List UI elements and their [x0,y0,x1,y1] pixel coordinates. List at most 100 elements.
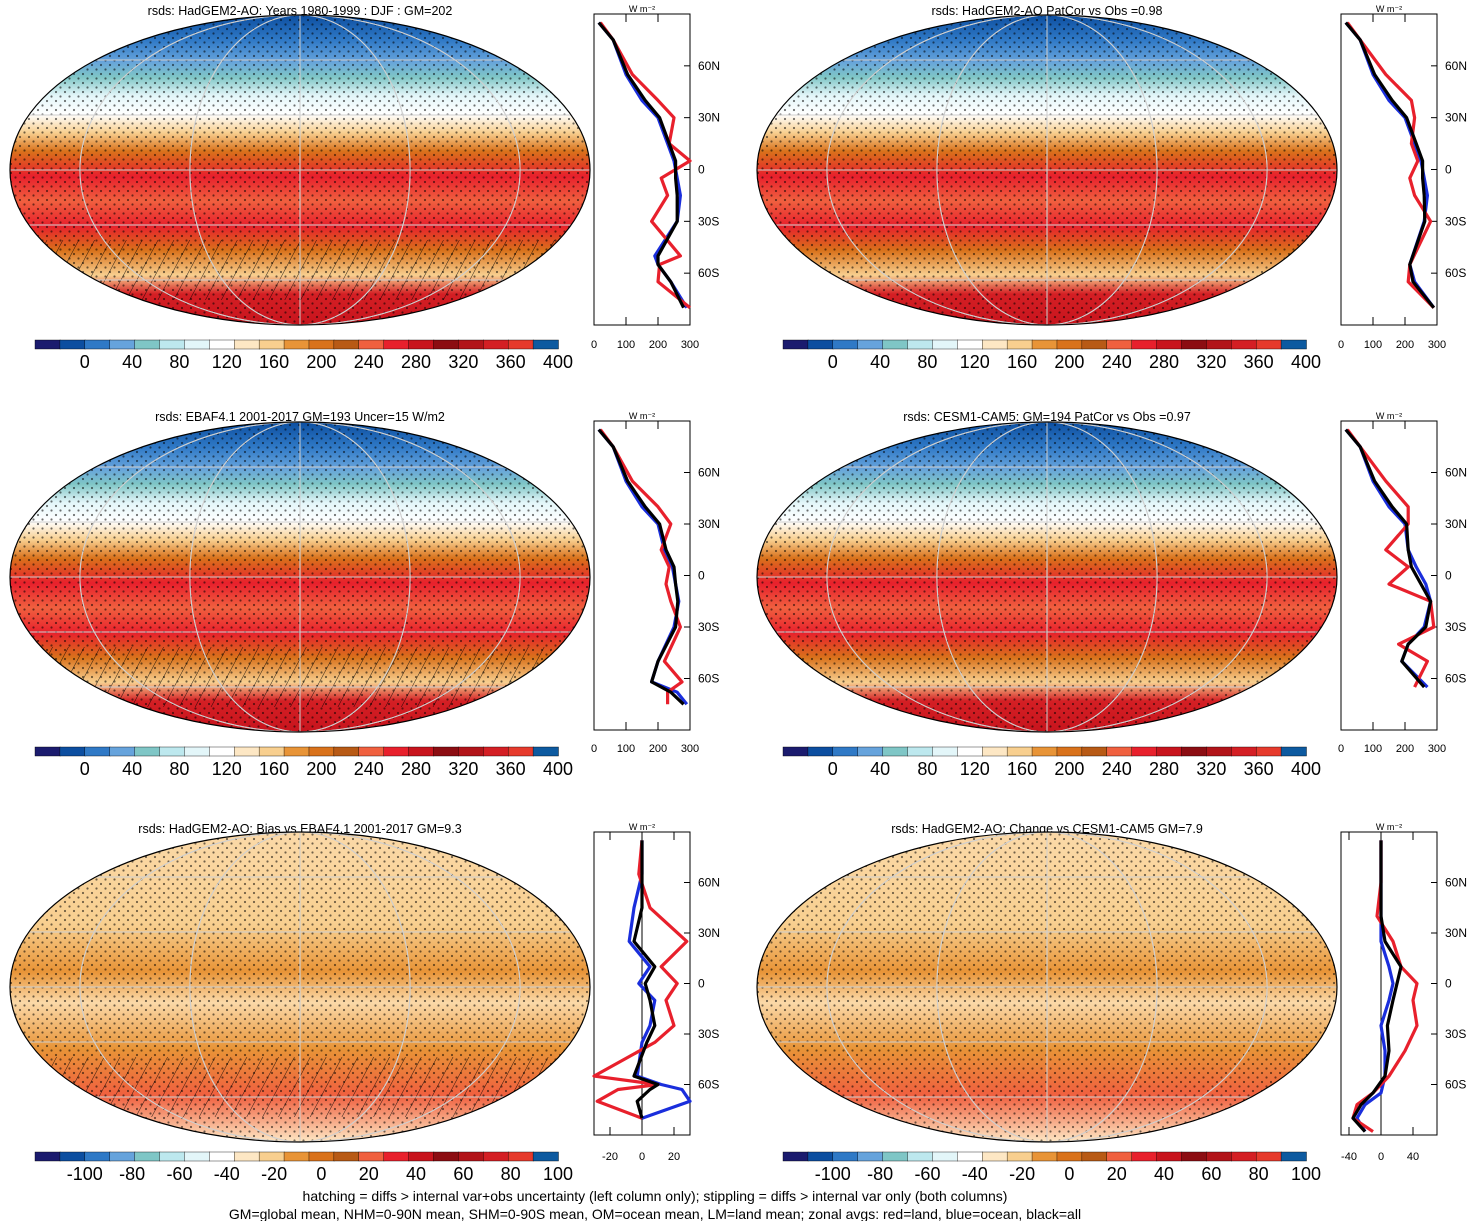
profile-xtick-label: 200 [649,339,667,351]
colorbar-label: 0 [80,759,90,779]
colorbar-swatch [907,339,934,350]
colorbar-label: 400 [1291,352,1321,372]
profile-ytick-label: 30S [1445,620,1466,634]
panel-title: rsds: CESM1-CAM5: GM=194 PatCor vs Obs =… [903,410,1191,424]
colorbar-swatch [857,339,884,350]
series-land [1351,840,1419,1133]
map [757,422,1337,732]
colorbar-swatch [982,1151,1008,1162]
colorbar-label: 0 [828,759,838,779]
profile-xtick-label: 0 [1338,743,1344,755]
colorbar-label: 40 [1154,1164,1174,1184]
colorbar-swatch [957,339,983,350]
colorbar-swatch [1056,339,1083,350]
map [10,422,590,732]
colorbar-label: 160 [259,759,289,779]
profile-xtick-label: 0 [591,743,597,755]
colorbar: 0 40 80 120 160 200 240 280 320 360 400 [34,339,573,372]
colorbar-swatch [1156,339,1183,350]
colorbar-swatch [507,746,534,757]
colorbar-swatch [1231,339,1257,350]
colorbar-swatch [832,1151,859,1162]
colorbar-swatch [1106,339,1133,350]
colorbar-swatch [283,339,310,350]
colorbar-swatch [1206,746,1232,757]
panel-title: rsds: HadGEM2-AO: Bias vs EBAF4.1 2001-2… [138,822,461,836]
profile-ytick-label: 30N [698,517,720,531]
colorbar-swatch [857,746,884,757]
colorbar-swatch [1106,1151,1133,1162]
colorbar-label: 360 [1244,352,1274,372]
colorbar-swatch [1031,1151,1058,1162]
colorbar-swatch [234,1151,260,1162]
colorbar-swatch [807,1151,834,1162]
colorbar-label: 280 [401,352,431,372]
colorbar-swatch [957,746,983,757]
colorbar-swatch [159,746,186,757]
colorbar-swatch [1131,746,1158,757]
colorbar-label: -80 [867,1164,893,1184]
colorbar-label: 60 [453,1164,473,1184]
map-outline [756,421,1338,733]
colorbar-swatch [1206,339,1232,350]
profile-ytick-label: 60N [698,876,720,890]
profile-ytick-label: 0 [698,163,705,177]
profile-ytick-label: 30N [1445,926,1467,940]
colorbar: -100 -80 -60 -40 -20 0 20 40 60 80 100 [782,1151,1321,1184]
profile-ytick-label: 30S [698,214,719,228]
colorbar-label: 400 [543,759,573,779]
colorbar-swatch [59,1151,86,1162]
panel-4: rsds: HadGEM2-AO: Bias vs EBAF4.1 2001-2… [9,822,720,1184]
profile-ytick-label: 0 [698,569,705,583]
colorbar-swatch [982,339,1008,350]
colorbar-swatch [458,746,484,757]
panel-1: rsds: HadGEM2-AO PatCor vs Obs =0.98 0 40 8… [756,4,1467,372]
colorbar-label: 100 [1291,1164,1321,1184]
profile-ytick-label: 60S [1445,266,1466,280]
series-all [597,428,685,706]
colorbar-label: 0 [828,352,838,372]
series-all [1344,428,1433,689]
colorbar-label: -80 [119,1164,145,1184]
panel-5: rsds: HadGEM2-AO: Change vs CESM1-CAM5 G… [756,822,1467,1184]
colorbar-swatch [109,1151,136,1162]
panel-2: rsds: EBAF4.1 2001-2017 GM=193 Uncer=15 … [9,410,720,779]
footer-line-2: GM=global mean, NHM=0-90N mean, SHM=0-90… [229,1206,1081,1221]
profile-xtick-label: 300 [1428,339,1446,351]
colorbar-label: 100 [543,1164,573,1184]
profile-ytick-label: 60S [698,1078,719,1092]
colorbar-swatch [258,339,285,350]
colorbar-label: 120 [212,759,242,779]
profile-unit: W m⁻² [1376,822,1402,832]
colorbar-swatch [433,746,460,757]
colorbar-swatch [84,1151,111,1162]
colorbar-label: 120 [960,759,990,779]
profile-xtick-label: 20 [668,1151,680,1163]
profile-ytick-label: 60S [698,672,719,686]
profile-xtick-label: 100 [617,743,635,755]
colorbar-swatch [234,746,260,757]
colorbar-label: -100 [67,1164,103,1184]
colorbar-swatch [483,1151,509,1162]
colorbar-swatch [209,746,235,757]
colorbar-label: 80 [917,352,937,372]
colorbar-swatch [333,339,360,350]
colorbar-swatch [408,746,435,757]
zonal-profile: W m⁻² 60N 30N 0 30S 60S -20 0 20 [592,822,720,1163]
profile-xtick-label: 100 [1364,339,1382,351]
profile-unit: W m⁻² [629,411,655,421]
colorbar-swatch [184,746,211,757]
colorbar: 0 40 80 120 160 200 240 280 320 360 400 [782,746,1321,779]
colorbar-swatch [209,339,235,350]
profile-ytick-label: 0 [698,977,705,991]
profile-ytick-label: 0 [1445,163,1452,177]
colorbar-label: 280 [401,759,431,779]
colorbar-label: -100 [815,1164,851,1184]
colorbar-swatch [782,746,809,757]
series-all [632,840,660,1119]
colorbar-swatch [507,339,534,350]
colorbar-swatch [1280,746,1307,757]
panel-0: rsds: HadGEM2-AO: Years 1980-1999 : DJF … [9,4,720,372]
colorbar-swatch [159,339,186,350]
colorbar-swatch [1081,1151,1108,1162]
